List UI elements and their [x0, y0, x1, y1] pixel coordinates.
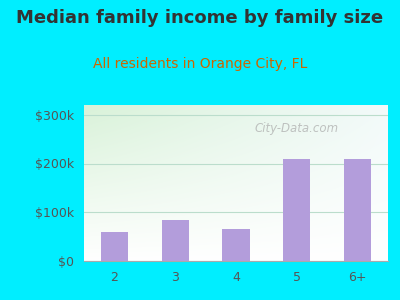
Text: City-Data.com: City-Data.com [255, 122, 339, 135]
Bar [162, 220, 189, 261]
Text: All residents in Orange City, FL: All residents in Orange City, FL [93, 57, 307, 71]
Bar [101, 232, 128, 261]
Bar [222, 229, 250, 261]
Bar [344, 159, 371, 261]
Bar [283, 159, 310, 261]
Text: Median family income by family size: Median family income by family size [16, 9, 384, 27]
